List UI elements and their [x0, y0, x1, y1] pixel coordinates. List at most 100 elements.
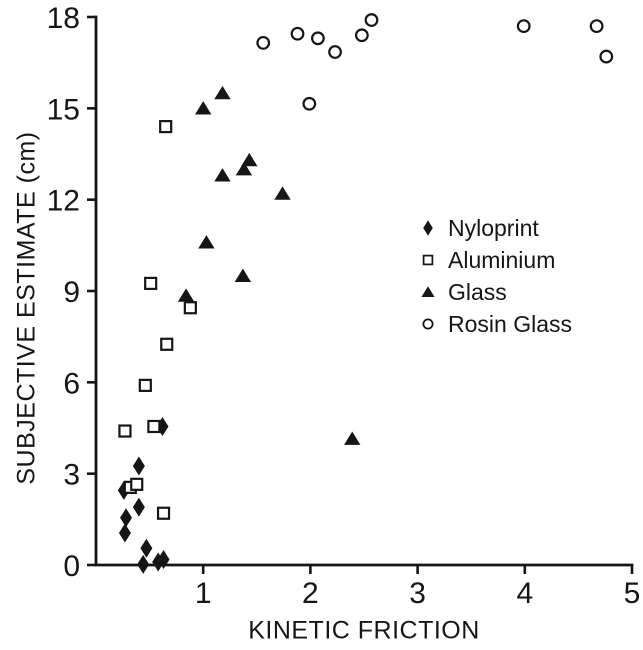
data-point — [132, 456, 145, 476]
diamond-filled-icon — [132, 497, 145, 517]
square-open-icon — [144, 276, 158, 290]
triangle-filled-icon — [241, 152, 258, 167]
triangle-filled-icon — [421, 286, 435, 297]
diamond-filled-icon — [423, 220, 433, 236]
data-point-marker-diamond-filled — [423, 220, 433, 236]
legend-label: Rosin Glass — [448, 310, 572, 337]
circle-open-icon — [311, 31, 325, 46]
circle-open-icon — [290, 26, 305, 41]
triangle-filled-icon — [235, 162, 253, 176]
data-point — [138, 378, 152, 392]
data-point-marker-triangle-filled — [421, 286, 435, 297]
triangle-filled-icon — [214, 85, 231, 100]
diamond-filled-icon — [140, 538, 153, 558]
legend-marker — [421, 286, 435, 297]
data-point — [195, 101, 212, 115]
legend-item-aluminium: Aluminium — [417, 244, 572, 276]
data-point — [140, 538, 153, 558]
data-point-marker-circle-open — [422, 318, 434, 330]
square-open-icon — [422, 254, 434, 266]
x-tick-label: 4 — [516, 577, 533, 610]
data-point — [214, 168, 231, 182]
legend-label: Glass — [448, 278, 507, 305]
circle-open-icon — [328, 45, 342, 59]
data-point — [302, 96, 317, 111]
circle-open-icon — [302, 96, 317, 111]
legend-label: Aluminium — [448, 246, 556, 273]
square-open-icon — [130, 477, 144, 491]
data-point — [198, 235, 215, 249]
data-point — [241, 152, 258, 167]
data-point — [274, 186, 291, 200]
x-tick-label: 1 — [195, 577, 212, 610]
y-tick-label: 3 — [63, 459, 80, 492]
legend-item-nyloprint: Nyloprint — [417, 212, 572, 244]
triangle-filled-icon — [234, 268, 252, 282]
circle-open-icon — [589, 19, 604, 34]
data-point — [177, 288, 195, 302]
y-tick-label: 12 — [47, 185, 80, 218]
data-point — [147, 419, 161, 434]
data-point — [157, 550, 170, 570]
legend-marker — [422, 254, 434, 266]
diamond-filled-icon — [132, 456, 145, 476]
square-open-icon — [138, 378, 152, 392]
legend-marker — [422, 318, 434, 330]
circle-open-icon — [422, 318, 434, 330]
data-point — [130, 477, 144, 491]
data-point — [290, 26, 305, 41]
square-open-icon — [118, 424, 132, 438]
diamond-filled-icon — [157, 550, 170, 570]
data-point — [328, 45, 342, 59]
y-axis-title: SUBJECTIVE ESTIMATE (cm) — [12, 131, 41, 485]
data-point — [156, 506, 171, 520]
x-tick-label: 2 — [302, 577, 319, 610]
triangle-filled-icon — [274, 186, 291, 200]
data-point — [118, 523, 131, 543]
data-point — [118, 424, 132, 438]
data-point — [354, 28, 369, 43]
triangle-filled-icon — [195, 101, 212, 115]
y-tick-label: 6 — [63, 367, 80, 400]
data-point — [234, 268, 252, 282]
data-point — [144, 276, 158, 290]
y-tick-label: 0 — [63, 550, 80, 583]
data-point — [364, 13, 379, 27]
diamond-filled-icon — [118, 523, 131, 543]
data-point — [120, 508, 133, 528]
data-point — [599, 49, 614, 64]
diamond-filled-icon — [137, 554, 150, 574]
square-open-icon — [160, 337, 174, 351]
data-point-marker-square-open — [422, 254, 434, 266]
triangle-filled-icon — [344, 431, 361, 445]
data-point — [183, 301, 197, 315]
data-point — [214, 85, 231, 100]
circle-open-icon — [364, 13, 379, 27]
data-point — [311, 31, 325, 46]
legend-marker — [423, 220, 433, 236]
legend: Nyloprint Aluminium Glass Rosin Glass — [417, 212, 572, 340]
data-point — [137, 554, 150, 574]
data-point — [589, 19, 604, 34]
circle-open-icon — [516, 19, 531, 34]
legend-item-rosin-glass: Rosin Glass — [417, 308, 572, 340]
circle-open-icon — [599, 49, 614, 64]
data-point — [516, 19, 531, 34]
square-open-icon — [156, 506, 171, 520]
y-tick-label: 18 — [47, 2, 80, 35]
circle-open-icon — [354, 28, 369, 43]
y-tick-label: 9 — [63, 276, 80, 309]
triangle-filled-icon — [198, 235, 215, 249]
circle-open-icon — [256, 35, 271, 50]
x-axis-title: KINETIC FRICTION — [248, 616, 480, 645]
square-open-icon — [159, 119, 173, 134]
triangle-filled-icon — [214, 168, 231, 182]
triangle-filled-icon — [177, 288, 195, 302]
diamond-filled-icon — [120, 508, 133, 528]
legend-label: Nyloprint — [448, 214, 539, 241]
legend-item-glass: Glass — [417, 276, 572, 308]
y-tick-label: 15 — [47, 93, 80, 126]
data-point — [159, 119, 173, 134]
